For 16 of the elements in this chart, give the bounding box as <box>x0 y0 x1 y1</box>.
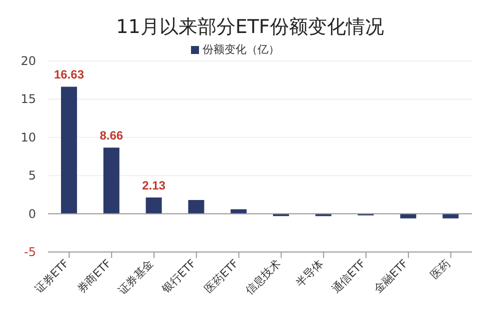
x-tick-label: 医药 <box>428 256 453 282</box>
y-tick-label: 20 <box>20 54 36 68</box>
y-tick-label: 10 <box>20 130 36 144</box>
y-tick-label: -5 <box>24 245 36 259</box>
data-label: 8.66 <box>100 128 124 143</box>
data-label: 2.13 <box>142 178 166 193</box>
x-tick-label: 信息技术 <box>243 256 284 298</box>
y-tick-label: 15 <box>20 92 36 106</box>
x-tick-label: 券商ETF <box>74 256 114 296</box>
y-tick-label: 0 <box>28 206 36 221</box>
data-label: 16.63 <box>54 68 84 82</box>
chart-title: 11月以来部分ETF份额变化情况 <box>115 15 385 40</box>
x-tick-label: 证券基金 <box>116 256 156 298</box>
legend-label: 份额变化（亿） <box>202 43 280 56</box>
x-tick-label: 半导体 <box>293 256 326 290</box>
y-tick-label: 5 <box>28 168 36 183</box>
